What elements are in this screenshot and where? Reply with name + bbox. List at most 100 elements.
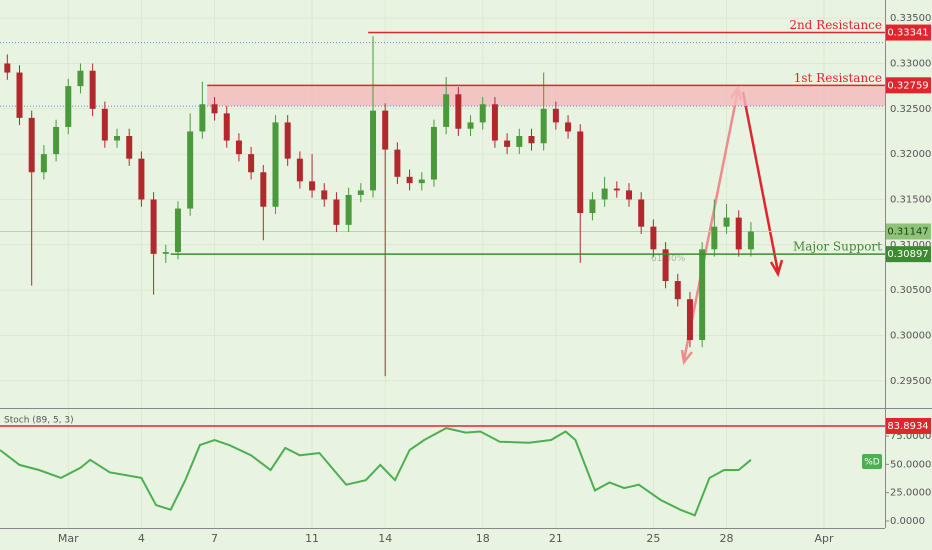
candle-body — [53, 126, 60, 155]
candle-body — [418, 179, 425, 184]
x-tick-label: Mar — [58, 532, 79, 545]
candle-body — [626, 190, 633, 200]
candle-body — [272, 122, 279, 207]
y-tick-label: 0.32000 — [890, 149, 931, 160]
y-tick-label: 0.29500 — [890, 376, 931, 387]
y-tick-label: 75.0000 — [890, 431, 931, 442]
candle-body — [589, 199, 596, 214]
candle-body — [101, 108, 108, 141]
candle-body — [601, 188, 608, 200]
y-tick-label: 25.0000 — [890, 488, 931, 499]
candle-body — [333, 199, 340, 225]
candle-body — [77, 70, 84, 87]
candle-body — [248, 154, 255, 173]
candle-body — [345, 194, 352, 225]
candle-body — [187, 131, 194, 209]
legend-label: %D — [864, 458, 880, 468]
arrow-head — [769, 259, 784, 278]
level-value-box — [886, 24, 931, 41]
candle-body — [309, 181, 316, 191]
candle-body — [162, 252, 169, 254]
level-value: 0.32759 — [887, 80, 928, 91]
candle-body — [4, 63, 11, 73]
candle-body — [455, 94, 462, 129]
candle-body — [516, 136, 523, 147]
candle-body — [382, 110, 389, 150]
x-tick-label: 28 — [720, 532, 734, 545]
pane-title: Stoch (89, 5, 3) — [4, 416, 74, 426]
candle-body — [126, 136, 133, 159]
candle-body — [491, 104, 498, 141]
level-value-box — [886, 246, 931, 263]
legend-box — [862, 454, 882, 469]
candle-body — [150, 199, 157, 254]
x-tick-label: 21 — [549, 532, 563, 545]
arrow-down — [741, 91, 780, 273]
y-tick-label: 0.30000 — [890, 330, 931, 341]
level-value: 0.33341 — [887, 28, 928, 39]
level-name: 1st Resistance — [794, 71, 882, 85]
candle-body — [467, 122, 474, 129]
candle-body — [674, 281, 681, 300]
candle-body — [260, 172, 267, 207]
candle-body — [735, 217, 742, 250]
y-tick-label: 0.31500 — [890, 194, 931, 205]
candle-body — [89, 70, 96, 109]
candle-body — [723, 217, 730, 227]
candle-body — [650, 226, 657, 250]
y-tick-label: 0.33500 — [890, 13, 931, 24]
candle-body — [443, 94, 450, 127]
candle-body — [223, 113, 230, 141]
candle-body — [577, 131, 584, 214]
candle-body — [28, 117, 35, 173]
candle-body — [528, 136, 535, 144]
level-value-box — [886, 77, 931, 94]
x-tick-label: 25 — [646, 532, 660, 545]
candle-body — [638, 199, 645, 227]
last-price-box — [886, 223, 931, 240]
level-value-box — [886, 417, 931, 434]
candle-body — [284, 122, 291, 159]
resistance-zone — [207, 85, 886, 107]
arrow-head — [680, 349, 693, 365]
candle-body — [613, 188, 620, 191]
candle-body — [479, 104, 486, 123]
candle-body — [16, 72, 23, 118]
candle-body — [686, 299, 693, 340]
x-tick-label: 18 — [476, 532, 490, 545]
y-tick-label: 50.0000 — [890, 459, 931, 470]
candle-body — [199, 104, 206, 132]
y-tick-label: 0.33000 — [890, 58, 931, 69]
candle-body — [565, 122, 572, 132]
candle-body — [540, 108, 547, 144]
y-tick-label: 0.32500 — [890, 104, 931, 115]
candle-body — [552, 108, 559, 123]
candle-body — [235, 140, 242, 155]
level-value: 83.8934 — [887, 421, 928, 432]
level-value: 0.30897 — [887, 249, 928, 260]
candle-body — [699, 249, 706, 340]
x-tick-label: 11 — [305, 532, 319, 545]
candle-body — [370, 110, 377, 191]
candle-body — [357, 190, 364, 195]
last-price: 0.31147 — [887, 226, 928, 237]
candle-body — [211, 104, 218, 114]
y-tick-label: 0.0000 — [890, 516, 925, 527]
candle-body — [711, 226, 718, 250]
level-name: Major Support — [793, 240, 882, 254]
candle-body — [321, 190, 328, 200]
candle-body — [40, 154, 47, 173]
y-tick-label: 0.30500 — [890, 285, 931, 296]
candle-body — [747, 231, 754, 250]
candle-body — [114, 136, 121, 141]
candle-body — [504, 140, 511, 147]
candle-body — [394, 149, 401, 177]
x-tick-label: Apr — [815, 532, 835, 545]
candle-body — [296, 158, 303, 182]
y-tick-label: 0.31000 — [890, 240, 931, 251]
x-tick-label: 14 — [378, 532, 392, 545]
level-name: 2nd Resistance — [789, 18, 882, 32]
